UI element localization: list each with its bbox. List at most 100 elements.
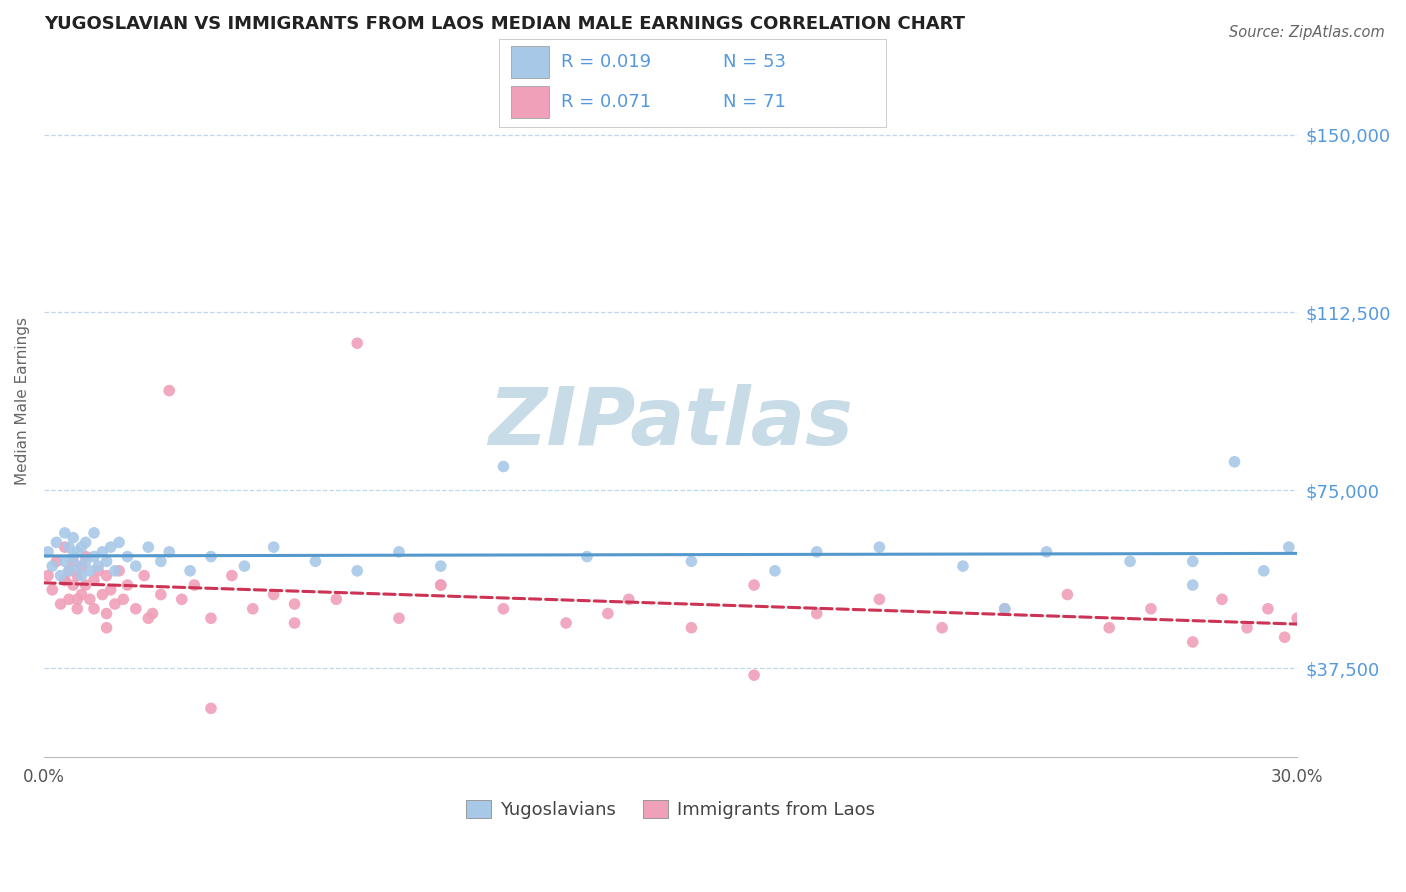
- Point: [136, 540, 159, 554]
- Point: [66, 545, 89, 559]
- Point: [117, 549, 139, 564]
- Point: [58, 564, 80, 578]
- Text: YUGOSLAVIAN VS IMMIGRANTS FROM LAOS MEDIAN MALE EARNINGS CORRELATION CHART: YUGOSLAVIAN VS IMMIGRANTS FROM LAOS MEDI…: [44, 15, 965, 33]
- Point: [62, 549, 84, 564]
- Point: [681, 554, 703, 568]
- Point: [75, 554, 97, 568]
- Point: [96, 607, 118, 621]
- Text: R = 0.071: R = 0.071: [561, 93, 651, 111]
- Point: [149, 554, 172, 568]
- Point: [492, 459, 515, 474]
- Point: [263, 540, 285, 554]
- Point: [70, 540, 93, 554]
- Point: [49, 568, 72, 582]
- Point: [70, 568, 93, 582]
- Point: [1278, 540, 1301, 554]
- Point: [994, 601, 1017, 615]
- Point: [617, 592, 640, 607]
- Point: [58, 564, 80, 578]
- Point: [1056, 588, 1078, 602]
- Point: [91, 545, 114, 559]
- Point: [134, 568, 156, 582]
- Point: [200, 611, 222, 625]
- Point: [58, 540, 80, 554]
- Point: [263, 588, 285, 602]
- Point: [952, 559, 974, 574]
- Point: [200, 701, 222, 715]
- Point: [1181, 554, 1204, 568]
- Point: [53, 525, 76, 540]
- Point: [429, 578, 451, 592]
- Point: [763, 564, 786, 578]
- Point: [75, 549, 97, 564]
- Point: [58, 592, 80, 607]
- Point: [429, 559, 451, 574]
- Point: [681, 621, 703, 635]
- Point: [136, 611, 159, 625]
- Point: [104, 597, 127, 611]
- Point: [304, 554, 326, 568]
- Point: [66, 592, 89, 607]
- Point: [388, 611, 411, 625]
- Point: [83, 574, 105, 588]
- Point: [53, 574, 76, 588]
- Point: [96, 621, 118, 635]
- Point: [1119, 554, 1142, 568]
- Point: [45, 554, 67, 568]
- Point: [49, 597, 72, 611]
- Point: [806, 607, 828, 621]
- Point: [1211, 592, 1233, 607]
- Y-axis label: Median Male Earnings: Median Male Earnings: [15, 318, 30, 485]
- Point: [66, 559, 89, 574]
- Point: [96, 568, 118, 582]
- Point: [149, 588, 172, 602]
- Point: [1236, 621, 1258, 635]
- Point: [125, 559, 148, 574]
- Point: [125, 601, 148, 615]
- Point: [83, 549, 105, 564]
- Point: [283, 615, 305, 630]
- Legend: Yugoslavians, Immigrants from Laos: Yugoslavians, Immigrants from Laos: [458, 792, 883, 826]
- Point: [200, 549, 222, 564]
- Point: [79, 592, 101, 607]
- Point: [1035, 545, 1057, 559]
- Point: [41, 559, 63, 574]
- Point: [108, 535, 131, 549]
- Point: [994, 601, 1017, 615]
- Point: [157, 545, 180, 559]
- Point: [75, 578, 97, 592]
- Point: [1274, 630, 1296, 644]
- Point: [41, 582, 63, 597]
- Point: [53, 554, 76, 568]
- Point: [1223, 455, 1246, 469]
- Point: [37, 545, 59, 559]
- Point: [492, 601, 515, 615]
- Point: [1181, 635, 1204, 649]
- Point: [79, 564, 101, 578]
- Point: [91, 588, 114, 602]
- Text: N = 53: N = 53: [723, 53, 786, 70]
- Point: [868, 540, 890, 554]
- Point: [104, 564, 127, 578]
- Point: [868, 592, 890, 607]
- Point: [1253, 564, 1275, 578]
- Point: [1286, 611, 1309, 625]
- Text: ZIPatlas: ZIPatlas: [488, 384, 853, 462]
- Point: [429, 578, 451, 592]
- Point: [555, 615, 578, 630]
- Point: [112, 592, 135, 607]
- Point: [1098, 621, 1121, 635]
- Text: R = 0.019: R = 0.019: [561, 53, 651, 70]
- Point: [141, 607, 163, 621]
- Point: [325, 592, 347, 607]
- Point: [83, 525, 105, 540]
- Point: [66, 601, 89, 615]
- Point: [87, 564, 110, 578]
- Point: [100, 540, 122, 554]
- Point: [96, 554, 118, 568]
- Point: [183, 578, 205, 592]
- Point: [1181, 578, 1204, 592]
- Point: [931, 621, 953, 635]
- Point: [1257, 601, 1279, 615]
- Point: [575, 549, 598, 564]
